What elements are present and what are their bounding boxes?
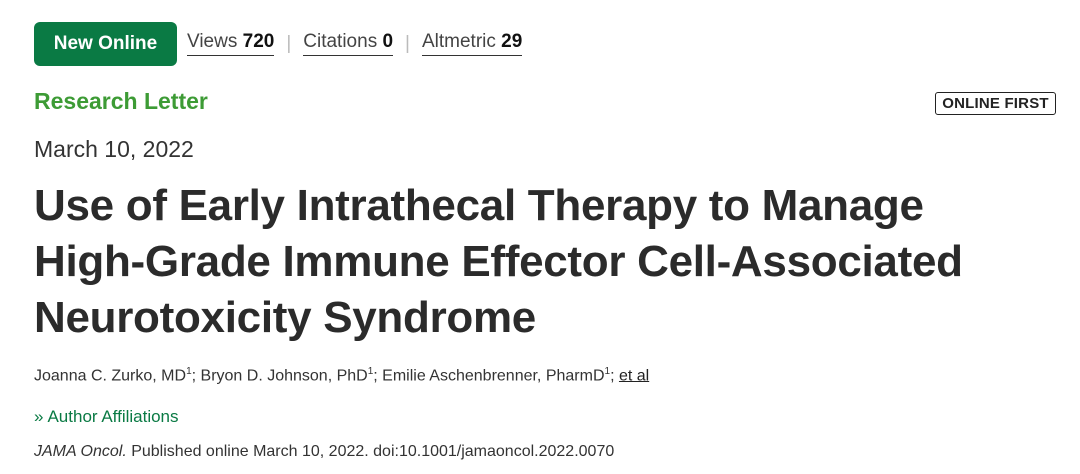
article-type: Research Letter — [34, 88, 208, 114]
online-first-badge: ONLINE FIRST — [935, 92, 1056, 115]
altmetric-value: 29 — [501, 31, 523, 52]
citations-value: 0 — [382, 31, 394, 52]
article-title: Use of Early Intrathecal Therapy to Mana… — [34, 181, 963, 342]
article-citation: JAMA Oncol. Published online March 10, 2… — [34, 443, 614, 461]
article-metrics: Views 720 | Citations 0 | Altmetric 29 — [187, 31, 523, 56]
citation-journal: JAMA Oncol. — [34, 443, 127, 460]
double-chevron-right-icon: » — [34, 407, 44, 426]
author-separator: ; — [191, 367, 201, 385]
author-separator: ; — [610, 367, 619, 385]
author-affiliation-sup: 1 — [604, 366, 611, 377]
altmetric-metric[interactable]: Altmetric 29 — [421, 31, 523, 56]
author-affiliations-label: Author Affiliations — [47, 407, 179, 426]
views-label: Views — [187, 31, 238, 52]
altmetric-label: Altmetric — [421, 31, 496, 52]
citation-details: Published online March 10, 2022. doi:10.… — [126, 443, 615, 460]
new-online-badge-label: New Online — [53, 33, 158, 54]
author-name: Emilie Aschenbrenner, PharmD — [382, 367, 605, 385]
author-affiliation-sup: 1 — [367, 366, 374, 377]
author-name: Bryon D. Johnson, PhD — [200, 367, 368, 385]
author-affiliation-sup: 1 — [186, 366, 192, 377]
views-metric[interactable]: Views 720 — [187, 31, 275, 56]
citations-label: Citations — [303, 31, 378, 52]
metric-separator: | — [405, 32, 410, 54]
views-value: 720 — [242, 31, 275, 52]
author-affiliations-toggle[interactable]: » Author Affiliations — [34, 407, 179, 427]
metric-separator: | — [286, 32, 292, 54]
author-separator: ; — [373, 367, 383, 385]
publication-date: March 10, 2022 — [34, 136, 194, 162]
citations-metric[interactable]: Citations 0 — [303, 31, 394, 56]
new-online-badge[interactable]: New Online — [34, 22, 177, 66]
author-list: Joanna C. Zurko, MD1; Bryon D. Johnson, … — [34, 366, 649, 385]
author-name: Joanna C. Zurko, MD — [34, 367, 187, 385]
et-al-link[interactable]: et al — [618, 367, 650, 385]
online-first-label: ONLINE FIRST — [942, 95, 1049, 112]
